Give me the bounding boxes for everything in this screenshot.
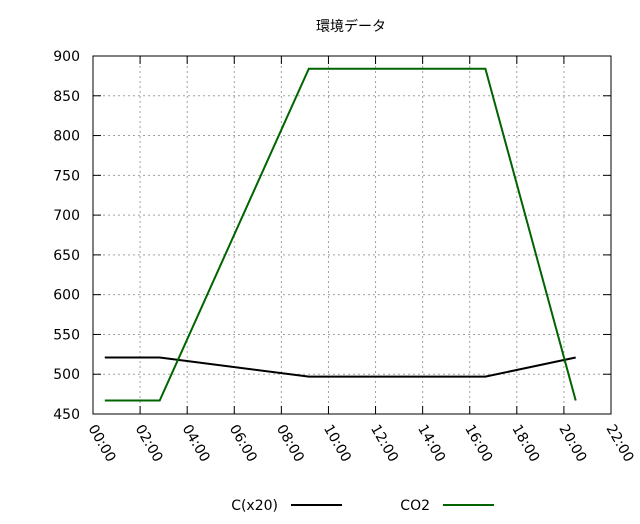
y-tick-label: 750 xyxy=(53,168,80,184)
x-tick-label: 12:00 xyxy=(367,422,401,465)
legend-label: C(x20) xyxy=(231,498,278,514)
x-tick-label: 14:00 xyxy=(414,422,448,465)
x-tick-label: 04:00 xyxy=(179,422,213,465)
y-tick-label: 550 xyxy=(53,327,80,343)
y-tick-label: 450 xyxy=(53,407,80,423)
series-line xyxy=(104,356,576,378)
series-line xyxy=(104,67,577,402)
x-tick-label: 20:00 xyxy=(555,422,589,465)
y-tick-label: 900 xyxy=(53,49,80,65)
chart-title: 環境データ xyxy=(316,18,386,35)
legend: C(x20) CO2 xyxy=(231,498,494,514)
x-axis-ticks: 00:00 02:00 04:00 06:00 08:00 10:00 12:00 14:00… xyxy=(85,56,637,465)
y-tick-label: 700 xyxy=(53,208,80,224)
y-tick-label: 600 xyxy=(53,288,80,304)
x-tick-label: 08:00 xyxy=(273,422,307,465)
series-lines xyxy=(104,67,577,402)
x-tick-label: 16:00 xyxy=(461,422,495,465)
y-tick-label: 500 xyxy=(53,367,80,383)
legend-label: CO2 xyxy=(400,498,430,514)
x-tick-label: 22:00 xyxy=(603,422,637,465)
x-tick-label: 00:00 xyxy=(85,422,119,465)
plot-frame xyxy=(92,55,612,415)
y-axis-ticks: 450 500 550 600 650 700 750 800 850 900 xyxy=(53,49,611,423)
y-tick-label: 650 xyxy=(53,248,80,264)
y-tick-label: 850 xyxy=(53,89,80,105)
x-tick-label: 06:00 xyxy=(226,422,260,465)
x-tick-label: 18:00 xyxy=(508,422,542,465)
y-tick-label: 800 xyxy=(53,129,80,145)
x-tick-label: 10:00 xyxy=(320,422,354,465)
grid-lines xyxy=(93,56,611,414)
x-tick-label: 02:00 xyxy=(132,422,166,465)
